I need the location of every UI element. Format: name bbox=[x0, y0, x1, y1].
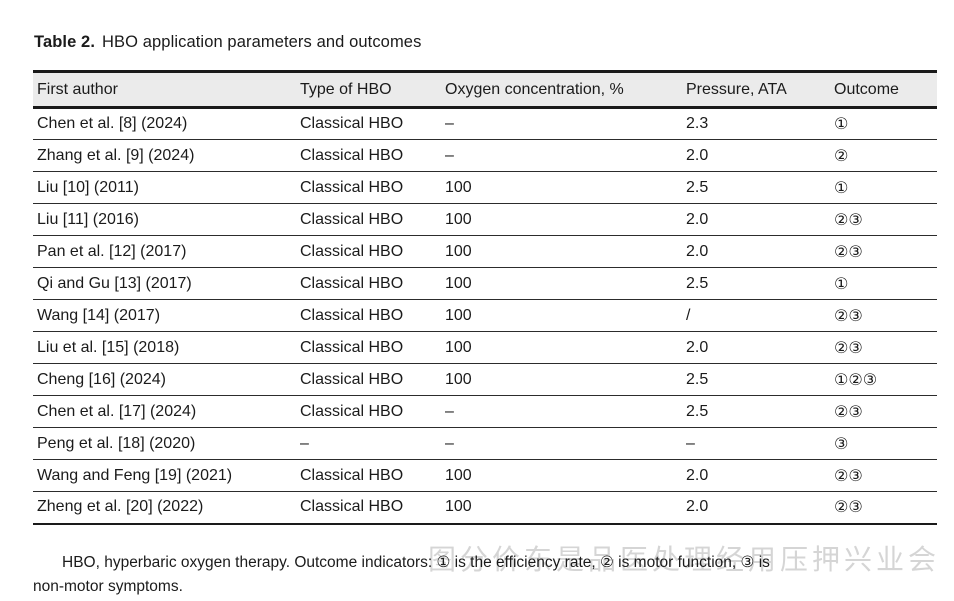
table-row: Liu [11] (2016) Classical HBO 100 2.0 ②③ bbox=[33, 204, 937, 236]
hbo-type-cell: Classical HBO bbox=[300, 402, 404, 420]
pressure-cell: – bbox=[686, 434, 695, 452]
outcome-cell: ① bbox=[834, 179, 849, 197]
oxygen-concentration-cell: 100 bbox=[445, 498, 472, 516]
outcome-cell: ① bbox=[834, 116, 849, 133]
outcome-cell: ②③ bbox=[834, 211, 863, 229]
table-row: Pan et al. [12] (2017) Classical HBO 100 2.… bbox=[33, 236, 937, 268]
table-row: Liu et al. [15] (2018) Classical HBO 100 2.… bbox=[33, 332, 937, 364]
author-cell: Liu [10] (2011) bbox=[37, 178, 139, 196]
table-row: Wang [14] (2017) Classical HBO 100 / ②③ bbox=[33, 300, 937, 332]
pressure-cell: 2.0 bbox=[686, 498, 709, 516]
pressure-cell: 2.3 bbox=[686, 115, 709, 132]
oxygen-concentration-cell: – bbox=[445, 402, 454, 420]
author-cell: Liu [11] (2016) bbox=[37, 210, 139, 228]
footnote-line-1: HBO, hyperbaric oxygen therapy. Outcome … bbox=[62, 554, 770, 571]
oxygen-concentration-cell: – bbox=[445, 434, 454, 452]
hbo-type-cell: – bbox=[300, 434, 309, 452]
pressure-cell: 2.0 bbox=[686, 466, 709, 484]
outcome-cell: ② bbox=[834, 147, 849, 165]
table-row: Wang and Feng [19] (2021) Classical HBO 10… bbox=[33, 460, 937, 492]
oxygen-concentration-cell: 100 bbox=[445, 242, 472, 260]
pressure-cell: 2.5 bbox=[686, 178, 709, 196]
oxygen-concentration-cell: 100 bbox=[445, 306, 472, 324]
outcome-cell: ②③ bbox=[834, 339, 863, 357]
outcome-cell: ②③ bbox=[834, 499, 863, 517]
table-title-text: HBO application parameters and outcomes bbox=[102, 33, 422, 51]
page-title: Table 2. HBO application parameters and o… bbox=[34, 33, 421, 52]
table-body: Chen et al. [8] (2024) Classical HBO – 2.3 ①… bbox=[33, 108, 937, 524]
table-row: Chen et al. [17] (2024) Classical HBO – 2.5… bbox=[33, 396, 937, 428]
hbo-type-cell: Classical HBO bbox=[300, 466, 404, 484]
pressure-cell: 2.0 bbox=[686, 242, 709, 260]
header-cell: Pressure, ATA bbox=[686, 80, 787, 98]
hbo-type-cell: Classical HBO bbox=[300, 498, 404, 516]
hbo-type-cell: Classical HBO bbox=[300, 370, 404, 388]
hbo-type-cell: Classical HBO bbox=[300, 242, 404, 260]
oxygen-concentration-cell: – bbox=[445, 115, 454, 132]
pressure-cell: 2.0 bbox=[686, 210, 709, 228]
outcome-cell: ③ bbox=[834, 435, 849, 453]
table-number-label: Table 2. bbox=[34, 33, 96, 51]
pressure-cell: 2.5 bbox=[686, 370, 709, 388]
oxygen-concentration-cell: 100 bbox=[445, 178, 472, 196]
author-cell: Qi and Gu [13] (2017) bbox=[37, 274, 192, 292]
outcome-cell: ②③ bbox=[834, 467, 863, 485]
oxygen-concentration-cell: 100 bbox=[445, 466, 472, 484]
oxygen-concentration-cell: 100 bbox=[445, 338, 472, 356]
author-cell: Pan et al. [12] (2017) bbox=[37, 242, 187, 260]
hbo-type-cell: Classical HBO bbox=[300, 338, 404, 356]
hbo-type-cell: Classical HBO bbox=[300, 274, 404, 292]
oxygen-concentration-cell: 100 bbox=[445, 210, 472, 228]
header-cell: First author bbox=[37, 80, 118, 98]
table-row: Zhang et al. [9] (2024) Classical HBO – 2.0… bbox=[33, 140, 937, 172]
outcome-cell: ①②③ bbox=[834, 371, 878, 389]
oxygen-concentration-cell: 100 bbox=[445, 274, 472, 292]
hbo-type-cell: Classical HBO bbox=[300, 115, 404, 132]
oxygen-concentration-cell: 100 bbox=[445, 370, 472, 388]
pressure-cell: 2.5 bbox=[686, 274, 709, 292]
outcome-cell: ②③ bbox=[834, 243, 863, 261]
pressure-cell: / bbox=[686, 306, 691, 324]
watermark: 图分价东是品医处理经用压押兴业会 bbox=[428, 543, 941, 576]
footnote: HBO, hyperbaric oxygen therapy. Outcome … bbox=[33, 551, 938, 599]
header-cell: Type of HBO bbox=[300, 80, 392, 98]
table-row: Liu [10] (2011) Classical HBO 100 2.5 ① bbox=[33, 172, 937, 204]
author-cell: Wang and Feng [19] (2021) bbox=[37, 466, 233, 484]
author-cell: Chen et al. [8] (2024) bbox=[37, 115, 188, 132]
table-row: Chen et al. [8] (2024) Classical HBO – 2.3 ① bbox=[33, 108, 937, 140]
author-cell: Liu et al. [15] (2018) bbox=[37, 338, 180, 356]
table-row: Qi and Gu [13] (2017) Classical HBO 100 2.5… bbox=[33, 268, 937, 300]
outcome-cell: ① bbox=[834, 275, 849, 293]
hbo-type-cell: Classical HBO bbox=[300, 210, 404, 228]
author-cell: Zheng et al. [20] (2022) bbox=[37, 498, 204, 516]
author-cell: Peng et al. [18] (2020) bbox=[37, 434, 196, 452]
oxygen-concentration-cell: – bbox=[445, 146, 454, 164]
table-row: Cheng [16] (2024) Classical HBO 100 2.5 ①②③ bbox=[33, 364, 937, 396]
author-cell: Cheng [16] (2024) bbox=[37, 370, 166, 388]
pressure-cell: 2.5 bbox=[686, 402, 709, 420]
table-row: Peng et al. [18] (2020) – – – ③ bbox=[33, 428, 937, 460]
author-cell: Chen et al. [17] (2024) bbox=[37, 402, 197, 420]
pressure-cell: 2.0 bbox=[686, 146, 709, 164]
outcome-cell: ②③ bbox=[834, 307, 863, 325]
header-row: First author Type of HBO Oxygen concentrat… bbox=[33, 71, 937, 108]
header-cell: Outcome bbox=[834, 80, 899, 98]
hbo-type-cell: Classical HBO bbox=[300, 306, 404, 324]
hbo-type-cell: Classical HBO bbox=[300, 178, 404, 196]
author-cell: Zhang et al. [9] (2024) bbox=[37, 146, 195, 164]
header-cell: Oxygen concentration, % bbox=[445, 80, 624, 98]
outcome-cell: ②③ bbox=[834, 403, 863, 421]
hbo-type-cell: Classical HBO bbox=[300, 146, 404, 164]
footnote-line-2: non-motor symptoms. bbox=[33, 578, 183, 595]
pressure-cell: 2.0 bbox=[686, 338, 709, 356]
table-row: Zheng et al. [20] (2022) Classical HBO 100… bbox=[33, 492, 937, 524]
author-cell: Wang [14] (2017) bbox=[37, 306, 161, 324]
hbo-parameters-table: First author Type of HBO Oxygen concentrat… bbox=[33, 70, 937, 525]
